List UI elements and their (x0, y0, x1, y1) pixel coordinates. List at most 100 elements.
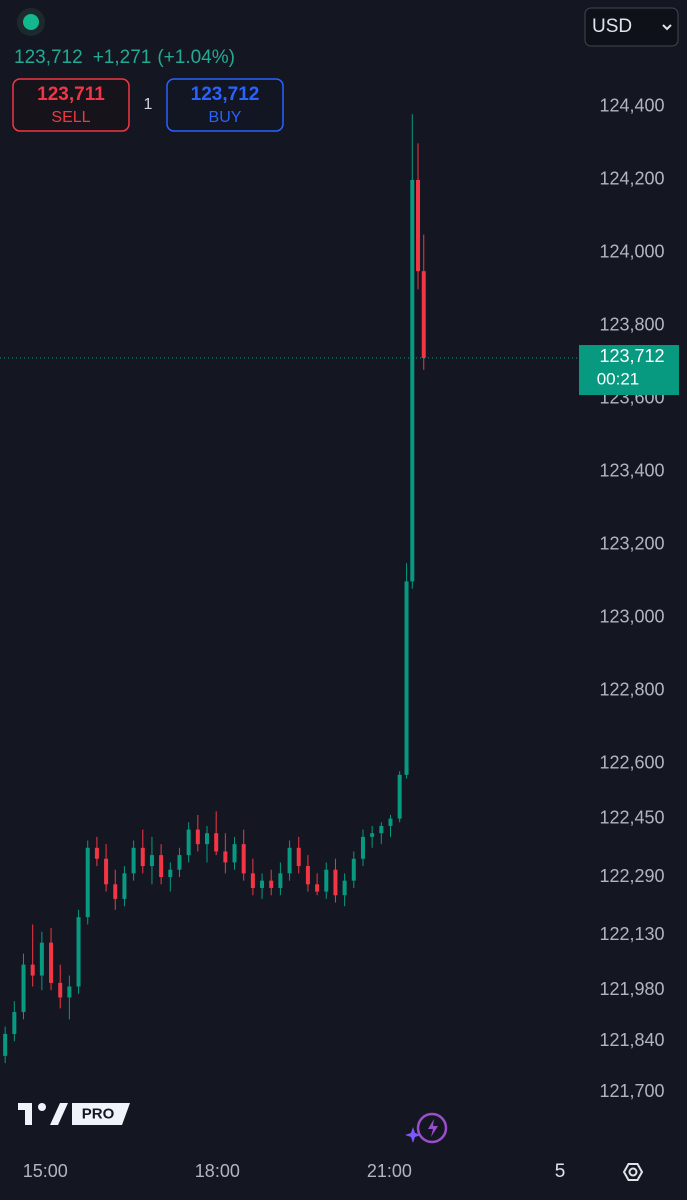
candle-body (342, 880, 347, 896)
candle-body (333, 869, 338, 896)
x-tick-label: 18:00 (195, 1161, 240, 1181)
candle-body (205, 833, 210, 845)
candle-body (287, 847, 292, 874)
y-tick-label: 121,840 (599, 1030, 664, 1050)
currency-box[interactable] (584, 7, 679, 47)
gear[interactable] (622, 1163, 644, 1181)
y-tick-label: 124,200 (599, 169, 664, 189)
assistant-button[interactable] (405, 1112, 448, 1144)
y-tick-label: 122,450 (599, 807, 664, 827)
y-tick-label: 123,800 (599, 315, 664, 335)
candle-body (421, 271, 426, 359)
countdown: 00:21 (597, 370, 640, 389)
buy-box[interactable] (166, 78, 284, 132)
candle-body (315, 884, 320, 892)
y-tick-label: 121,980 (599, 979, 664, 999)
currency-select[interactable]: USD (584, 7, 679, 47)
candle-body (67, 986, 72, 998)
y-tick-label: 122,290 (599, 866, 664, 886)
y-tick-label: 123,400 (599, 461, 664, 481)
candle-body (223, 851, 228, 863)
buy-label[interactable]: BUY (209, 109, 242, 126)
candle-body (397, 774, 402, 819)
candle-body (250, 873, 255, 888)
candle-body (260, 880, 265, 888)
y-tick-label: 122,800 (599, 680, 664, 700)
logo-badge (72, 1103, 130, 1125)
candle-body (232, 844, 237, 863)
candle-body (177, 855, 182, 870)
candle-body (370, 833, 375, 837)
y-tick-label: 123,000 (599, 607, 664, 627)
header-change-pct: (+1.04%) (157, 47, 235, 68)
candle-body (168, 869, 173, 878)
candle-body (305, 866, 310, 885)
logo-part (50, 1103, 68, 1125)
status-dot (23, 14, 39, 30)
candle-body (416, 179, 421, 272)
candle-body (186, 829, 191, 856)
settings-button[interactable] (622, 1163, 644, 1181)
y-tick-label: 122,130 (599, 924, 664, 944)
y-tick-label: 124,000 (599, 242, 664, 262)
candle-body (131, 847, 136, 874)
y-tick-label: 123,200 (599, 534, 664, 554)
sell-price[interactable]: 123,711 (37, 84, 105, 105)
assistant-ring[interactable] (416, 1112, 448, 1144)
candle-body (388, 818, 393, 826)
plot: 124,400124,200124,000123,800123,600123,4… (0, 96, 679, 1181)
candle-body (296, 847, 301, 867)
candle-body (21, 964, 26, 1013)
sell-label[interactable]: SELL (51, 109, 90, 126)
y-tick-label: 122,600 (599, 753, 664, 773)
buy-price[interactable]: 123,712 (191, 84, 260, 105)
chevron (662, 24, 672, 31)
sell-button[interactable]: 123,711 SELL (12, 78, 130, 132)
candle-body (351, 858, 356, 881)
candle-body (94, 847, 99, 859)
header-quote: 123,712 +1,271 (+1.04%) (14, 47, 235, 68)
candle-body (404, 581, 409, 775)
y-tick-label: 121,700 (599, 1081, 664, 1101)
sell-box[interactable] (12, 78, 130, 132)
candle-body (113, 884, 118, 899)
logo-part (38, 1103, 46, 1111)
y-tick-label: 124,400 (599, 96, 664, 116)
candle-body (214, 833, 219, 852)
candle-body (410, 179, 415, 582)
buy-button[interactable]: 123,712 BUY (166, 78, 284, 132)
candle-body (379, 825, 384, 834)
header-price: 123,712 (14, 47, 83, 68)
candle-body (39, 942, 44, 976)
header-change: +1,271 (93, 47, 152, 68)
candle-body (149, 855, 154, 867)
candle-body (85, 847, 90, 918)
candle-body (30, 964, 35, 976)
assistant-bolt (428, 1119, 438, 1137)
candle-body (360, 836, 365, 859)
logo-text: PRO (82, 1105, 115, 1122)
last-price-box (579, 345, 679, 396)
last-price-label: 123,712 (599, 346, 664, 366)
candle-body (195, 829, 200, 845)
logo: PRO (18, 1103, 130, 1125)
candle-body (122, 873, 127, 899)
timeframe[interactable]: 5 (555, 1161, 566, 1182)
candle-body (3, 1033, 8, 1056)
candle-body (140, 847, 145, 867)
x-tick-label: 21:00 (367, 1161, 412, 1181)
candle-body (76, 917, 81, 987)
candle-body (324, 869, 329, 892)
logo-part (25, 1103, 32, 1125)
candle-body (12, 1012, 17, 1034)
candle-body (269, 880, 274, 888)
x-tick-label: 15:00 (23, 1161, 68, 1181)
candle-body (241, 844, 246, 874)
candle-body (159, 855, 164, 878)
candle-body (49, 942, 54, 983)
quantity[interactable]: 1 (144, 96, 153, 113)
assistant-sparkle (405, 1127, 421, 1143)
currency-label[interactable]: USD (592, 16, 632, 37)
